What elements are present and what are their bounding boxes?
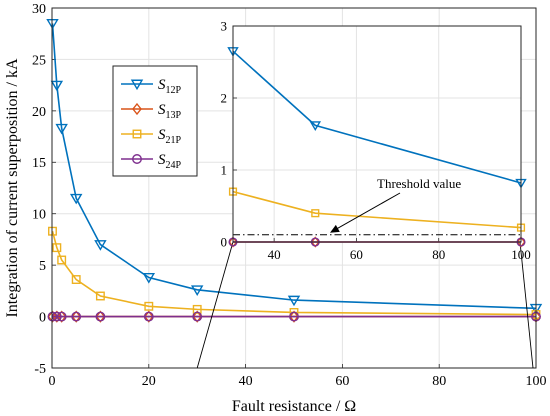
main-point-13P [289,310,299,323]
main-x-tick-label: 40 [239,374,253,389]
inset-series-21P [228,187,526,232]
inset-point-21P [311,209,320,218]
inset-series-line-12P [232,50,522,184]
inset-plot: 40 60 80 100 0 1 2 3 [221,19,531,262]
legend-label-21P: S21P [158,127,182,146]
main-point-21P [71,275,81,284]
main-point-24P [143,311,154,322]
main-series-line-12P [51,23,537,310]
main-point-12P [50,80,64,92]
main-point-21P [144,301,154,311]
inset-plot-frame [232,25,522,243]
main-point-13P [95,310,106,323]
inset-y-tick-label: 3 [221,19,228,34]
main-point-24P [51,311,62,322]
main-point-21P [57,255,67,265]
main-y-tick-label: -5 [34,362,46,377]
main-point-24P [56,311,67,322]
legend-label-12P: S12P [158,77,182,96]
legend-entry-12P: S12P [121,77,182,96]
inset-y-tick-label: 1 [221,163,228,178]
main-point-12P [287,295,301,307]
main-point-12P [55,123,68,135]
legend-marker-21P [132,129,142,139]
legend-entry-24P: S24P [121,152,182,171]
main-y-tick-label: 0 [39,310,46,325]
threshold-arrow [334,192,401,231]
main-point-12P [190,285,204,296]
inset-point-12P [309,121,322,132]
main-point-13P [192,310,203,323]
inset-x-tick-label: 60 [350,247,363,262]
main-plot-frame [51,7,537,369]
x-axis-label: Fault resistance / Ω [232,398,356,415]
legend-marker-13P [132,102,142,116]
main-point-12P [69,193,83,205]
main-point-24P [289,311,299,322]
main-point-21P [192,304,202,314]
legend-marker-24P [132,154,142,164]
main-y-tick-label: 20 [32,105,46,120]
inset-x-tick-label: 100 [511,247,531,262]
main-y-tick-label: 30 [32,2,46,17]
inset-x-tick-label: 80 [432,247,445,262]
main-y-tick-label: 10 [32,208,46,223]
legend-label-13P: S13P [158,102,182,121]
inset-series-line-21P [232,190,522,229]
main-y-tick-label: 25 [32,53,46,68]
main-point-13P [71,310,82,323]
main-y-tick-label: 5 [39,259,46,274]
zoom-guide-line [196,241,234,369]
main-x-tick-label: 20 [142,374,156,389]
legend-entry-21P: S21P [121,127,182,146]
inset-x-tick-label: 40 [268,247,281,262]
main-x-tick-label: 80 [432,374,446,389]
main-x-tick-label: 0 [49,374,56,389]
inset-y-tick-label: 0 [221,235,228,250]
zoom-guide-line [519,241,534,369]
legend-marker-12P [130,79,144,91]
threshold-annotation: Threshold value [377,176,461,191]
inset-plot-background [233,26,521,242]
y-axis-label: Integration of current superposition / k… [4,58,21,317]
threshold-arrowhead [330,224,340,233]
main-point-24P [95,311,106,322]
legend-label-24P: S24P [158,152,182,171]
inset-y-tick-label: 2 [221,91,228,106]
main-point-24P [71,311,82,322]
main-x-tick-label: 60 [335,374,349,389]
legend-entry-13P: S13P [121,102,182,121]
main-y-tick-label: 15 [32,156,46,171]
main-point-21P [52,243,62,253]
main-point-12P [94,240,107,251]
main-point-21P [95,291,105,301]
main-point-24P [192,311,203,322]
main-x-tick-label: 100 [526,374,547,389]
main-point-13P [56,310,67,323]
legend: S12P S13P S21P S24P [112,65,198,177]
main-point-12P [142,273,156,284]
main-series-12P [46,18,543,315]
main-point-13P [143,310,154,323]
main-series-24P [47,311,541,322]
